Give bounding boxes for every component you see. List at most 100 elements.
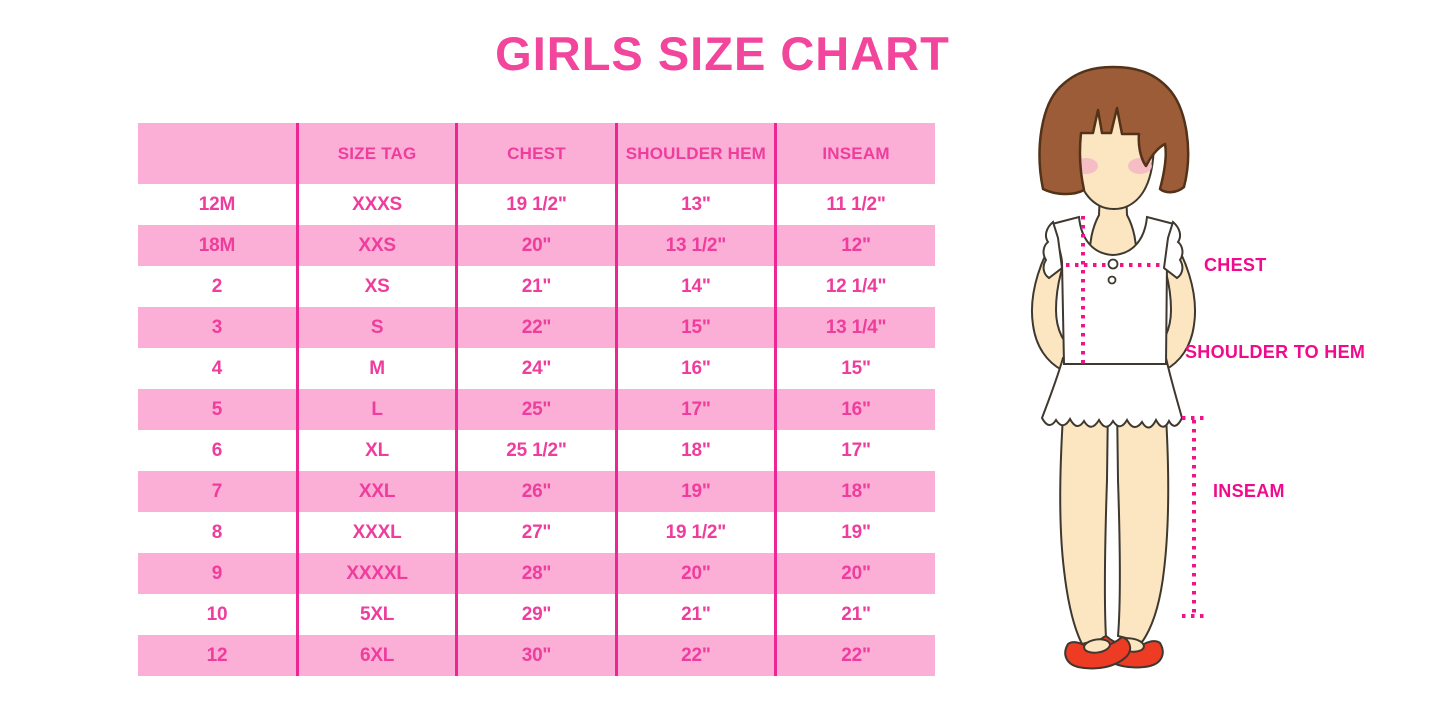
table-cell: 22" bbox=[774, 635, 935, 676]
column-header-inseam: INSEAM bbox=[774, 123, 935, 184]
table-cell: 12M bbox=[198, 193, 236, 215]
girl-left-arm bbox=[1031, 228, 1080, 372]
girl-illustration bbox=[1031, 65, 1206, 670]
column-header-size-tag: SIZE TAG bbox=[295, 123, 457, 184]
table-cell: 25" bbox=[455, 389, 617, 430]
table-cell: 12 1/4" bbox=[774, 266, 935, 307]
table-row: 18M XXS 20" 13 1/2" 12" bbox=[138, 225, 935, 266]
table-row: 12 6XL 30" 22" 22" bbox=[138, 635, 935, 676]
table-cell: 18" bbox=[774, 471, 935, 512]
inseam-label: INSEAM bbox=[1213, 481, 1285, 501]
girl-top bbox=[1050, 215, 1176, 365]
page-title: GIRLS SIZE CHART bbox=[495, 27, 950, 80]
girl-top-button-1 bbox=[1107, 258, 1119, 270]
table-cell: 30" bbox=[455, 635, 617, 676]
girl-top-button-2 bbox=[1107, 275, 1117, 285]
table-cell: 6XL bbox=[295, 635, 457, 676]
table-cell: 28" bbox=[455, 553, 617, 594]
table-cell: 29" bbox=[455, 594, 617, 635]
table-cell: 11 1/2" bbox=[774, 184, 935, 225]
table-cell: 4 bbox=[211, 357, 223, 379]
girl-left-leg bbox=[1059, 399, 1110, 646]
table-cell: 5 bbox=[211, 398, 223, 420]
table-row: 3 S 22" 15" 13 1/4" bbox=[138, 307, 935, 348]
girl-right-shoulder-ruffle bbox=[1162, 220, 1184, 280]
table-cell: 24" bbox=[455, 348, 617, 389]
girl-left-instep bbox=[1083, 638, 1111, 654]
girl-right-shoe bbox=[1096, 634, 1164, 669]
table-row: 2 XS 21" 14" 12 1/4" bbox=[138, 266, 935, 307]
table-cell: 2 bbox=[211, 275, 223, 297]
girl-left-shoe bbox=[1064, 635, 1132, 670]
table-cell: 12 bbox=[206, 644, 228, 666]
table-cell: 22" bbox=[614, 635, 776, 676]
table-cell: XXXS bbox=[295, 184, 457, 225]
table-cell: 16" bbox=[614, 348, 776, 389]
table-cell: 22" bbox=[455, 307, 617, 348]
table-body: 12M XXXS 19 1/2" 13" 11 1/2" 18M XXS 20" 13 1/2"… bbox=[138, 184, 935, 676]
chest-label: CHEST bbox=[1204, 255, 1267, 275]
table-cell: 19" bbox=[774, 512, 935, 553]
table-row: 9 XXXXL 28" 20" 20" bbox=[138, 553, 935, 594]
table-cell: XXL bbox=[295, 471, 457, 512]
table-cell: 14" bbox=[614, 266, 776, 307]
table-cell: 5XL bbox=[295, 594, 457, 635]
table-cell: 17" bbox=[614, 389, 776, 430]
table-cell: L bbox=[295, 389, 457, 430]
table-cell: 17" bbox=[774, 430, 935, 471]
column-header-shoulder-hem: SHOULDER HEM bbox=[614, 123, 776, 184]
girl-face bbox=[1072, 90, 1156, 210]
table-cell: 20" bbox=[455, 225, 617, 266]
girl-right-leg bbox=[1115, 399, 1170, 644]
table-cell: 25 1/2" bbox=[455, 430, 617, 471]
table-cell: 19" bbox=[614, 471, 776, 512]
table-row: 4 M 24" 16" 15" bbox=[138, 348, 935, 389]
table-cell: 13" bbox=[614, 184, 776, 225]
column-header-chest: CHEST bbox=[455, 123, 617, 184]
table-row: 5 L 25" 17" 16" bbox=[138, 389, 935, 430]
table-cell: S bbox=[295, 307, 457, 348]
girl-left-shoulder-ruffle bbox=[1042, 220, 1064, 280]
table-cell: 19 1/2" bbox=[455, 184, 617, 225]
shoulder-to-hem-label: SHOULDER TO HEM bbox=[1185, 342, 1366, 362]
table-cell: 15" bbox=[774, 348, 935, 389]
table-row: 10 5XL 29" 21" 21" bbox=[138, 594, 935, 635]
table-row: 6 XL 25 1/2" 18" 17" bbox=[138, 430, 935, 471]
table-cell: XXXXL bbox=[295, 553, 457, 594]
girl-right-arm bbox=[1147, 228, 1196, 372]
table-cell: 18" bbox=[614, 430, 776, 471]
table-cell: M bbox=[295, 348, 457, 389]
girl-neck bbox=[1088, 189, 1138, 259]
table-cell: XXS bbox=[295, 225, 457, 266]
table-cell: 27" bbox=[455, 512, 617, 553]
table-cell: XS bbox=[295, 266, 457, 307]
table-cell: 7 bbox=[211, 480, 223, 502]
table-cell: 15" bbox=[614, 307, 776, 348]
girl-left-blush bbox=[1074, 158, 1098, 174]
girl-right-instep bbox=[1117, 637, 1145, 653]
table-row: 7 XXL 26" 19" 18" bbox=[138, 471, 935, 512]
table-cell: 13 1/2" bbox=[614, 225, 776, 266]
table-cell: 12" bbox=[774, 225, 935, 266]
table-cell: XXXL bbox=[295, 512, 457, 553]
table-cell: 16" bbox=[774, 389, 935, 430]
table-cell: 8 bbox=[211, 521, 223, 543]
girl-hair bbox=[1038, 65, 1190, 196]
table-row: 12M XXXS 19 1/2" 13" 11 1/2" bbox=[138, 184, 935, 225]
table-cell: 21" bbox=[614, 594, 776, 635]
table-cell: 20" bbox=[614, 553, 776, 594]
girl-right-blush bbox=[1128, 158, 1152, 174]
table-cell: 20" bbox=[774, 553, 935, 594]
column-header-blank bbox=[138, 123, 298, 184]
table-cell: 13 1/4" bbox=[774, 307, 935, 348]
table-cell: 10 bbox=[206, 603, 228, 625]
table-cell: 18M bbox=[198, 234, 236, 256]
table-header-row: SIZE TAG CHEST SHOULDER HEM INSEAM bbox=[138, 123, 935, 184]
size-chart-table: SIZE TAG CHEST SHOULDER HEM INSEAM 12M XXXS 1… bbox=[138, 123, 935, 676]
table-cell: 19 1/2" bbox=[614, 512, 776, 553]
table-cell: 21" bbox=[774, 594, 935, 635]
table-row: 8 XXXL 27" 19 1/2" 19" bbox=[138, 512, 935, 553]
table-cell: 9 bbox=[211, 562, 223, 584]
table-cell: 26" bbox=[455, 471, 617, 512]
table-cell: 3 bbox=[211, 316, 223, 338]
